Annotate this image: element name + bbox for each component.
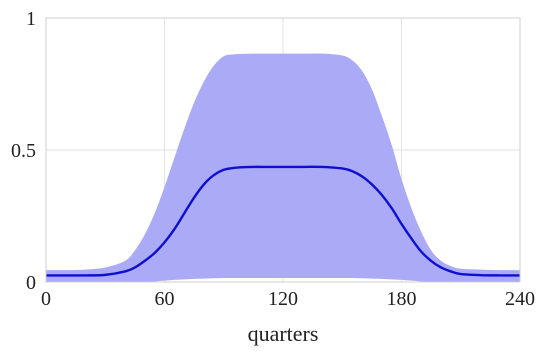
- x-tick-label: 60: [155, 288, 175, 310]
- x-tick-label: 0: [41, 288, 51, 310]
- plot-area-frame: [45, 17, 521, 283]
- x-tick-label: 180: [387, 288, 417, 310]
- x-tick-label: 120: [268, 288, 298, 310]
- x-tick-labels: 0 60 120 180 240: [41, 288, 535, 310]
- x-axis-label: quarters: [248, 321, 319, 346]
- x-tick-label: 240: [505, 288, 535, 310]
- mean-line: [46, 165, 521, 277]
- y-tick-label: 1: [26, 8, 36, 30]
- y-tick-label: 0: [26, 272, 36, 294]
- y-tick-label: 0.5: [11, 140, 36, 162]
- y-tick-labels: 00.51: [11, 8, 36, 294]
